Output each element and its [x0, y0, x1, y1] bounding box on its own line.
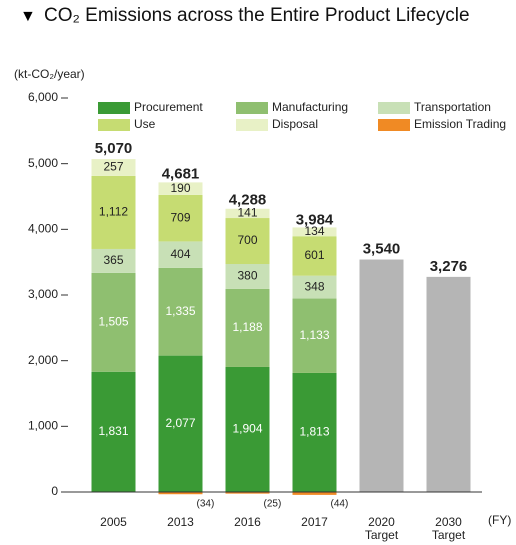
bar-segment	[292, 298, 337, 373]
bar-segment	[158, 267, 203, 356]
segment-label: 134	[304, 224, 324, 238]
bar-segment	[158, 241, 203, 268]
segment-label: 141	[237, 206, 257, 220]
bar-segment	[225, 366, 270, 492]
bar-segment	[91, 175, 136, 249]
total-label: 3,276	[430, 258, 468, 275]
segment-label: 1,904	[232, 422, 262, 436]
title-marker: ▼	[20, 8, 36, 25]
total-label: 4,681	[162, 166, 200, 183]
bar-segment	[158, 355, 203, 492]
segment-label: 709	[170, 210, 190, 224]
bar-segment	[225, 264, 270, 289]
segment-label: 1,112	[99, 205, 128, 219]
bar-segment	[158, 182, 203, 195]
segment-label: (25)	[264, 499, 282, 510]
segment-label: 404	[170, 247, 190, 261]
y-tick-label: 0	[51, 484, 58, 498]
segment-label: 380	[237, 269, 257, 283]
legend-swatch	[236, 102, 268, 114]
y-tick-label: 3,000	[28, 287, 58, 301]
bar-segment	[225, 288, 270, 367]
bar-segment	[158, 194, 203, 242]
x-tick-label: 2020 Target	[364, 515, 399, 542]
segment-label: 1,133	[299, 328, 329, 342]
legend-label: Disposal	[272, 117, 318, 131]
bar-segment	[91, 159, 136, 176]
segment-label: 365	[103, 253, 123, 267]
x-axis-label: (FY)	[488, 513, 511, 527]
segment-label: 1,813	[299, 425, 329, 439]
legend-swatch	[236, 119, 268, 131]
bar-segment	[292, 372, 337, 492]
x-tick-label: 2005	[100, 515, 127, 529]
segment-label: (44)	[331, 499, 349, 510]
bar-segment	[292, 227, 337, 237]
segment-label: 1,335	[165, 304, 195, 318]
bar-segment	[158, 492, 203, 495]
bar-segment	[91, 272, 136, 372]
bar-segment	[225, 208, 270, 219]
segment-label: 1,505	[98, 315, 128, 329]
bar-segment	[292, 492, 337, 495]
y-tick-label: 5,000	[28, 156, 58, 170]
segment-label: 2,077	[165, 416, 195, 430]
x-tick-label: 2013	[167, 515, 194, 529]
bar-segment	[292, 275, 337, 299]
legend-label: Use	[134, 117, 156, 131]
x-tick-label: 2016	[234, 515, 261, 529]
segment-label: 1,188	[232, 320, 262, 334]
legend-label: Procurement	[134, 100, 203, 114]
segment-label: (34)	[197, 499, 215, 510]
legend-swatch	[98, 119, 130, 131]
bar-segment	[225, 218, 270, 265]
chart-title: CO₂ Emissions across the Entire Product …	[44, 5, 470, 26]
target-bar	[359, 259, 404, 492]
bar-segment	[292, 236, 337, 276]
segment-label: 601	[304, 248, 324, 262]
segment-label: 348	[304, 279, 324, 293]
segment-label: 1,831	[98, 424, 128, 438]
total-label: 3,540	[363, 241, 401, 258]
total-label: 4,288	[229, 191, 267, 208]
bar-segment	[91, 371, 136, 492]
total-label: 3,984	[296, 211, 334, 228]
legend-swatch	[378, 102, 410, 114]
bar-segment	[91, 248, 136, 273]
x-tick-label: 2017	[301, 515, 328, 529]
total-label: 5,070	[95, 140, 133, 157]
legend-label: Emission Trading	[414, 117, 506, 131]
legend-label: Manufacturing	[272, 100, 348, 114]
segment-label: 700	[237, 233, 257, 247]
segment-label: 257	[103, 160, 123, 174]
y-tick-label: 6,000	[28, 90, 58, 104]
y-axis-label: (kt-CO₂/year)	[14, 67, 85, 81]
y-tick-label: 4,000	[28, 222, 58, 236]
y-tick-label: 2,000	[28, 353, 58, 367]
legend-swatch	[98, 102, 130, 114]
y-tick-label: 1,000	[28, 419, 58, 433]
legend-label: Transportation	[414, 100, 491, 114]
x-tick-label: 2030 Target	[431, 515, 466, 542]
bar-segment	[225, 492, 270, 494]
legend-swatch	[378, 119, 410, 131]
target-bar	[426, 276, 471, 492]
segment-label: 190	[170, 181, 190, 195]
